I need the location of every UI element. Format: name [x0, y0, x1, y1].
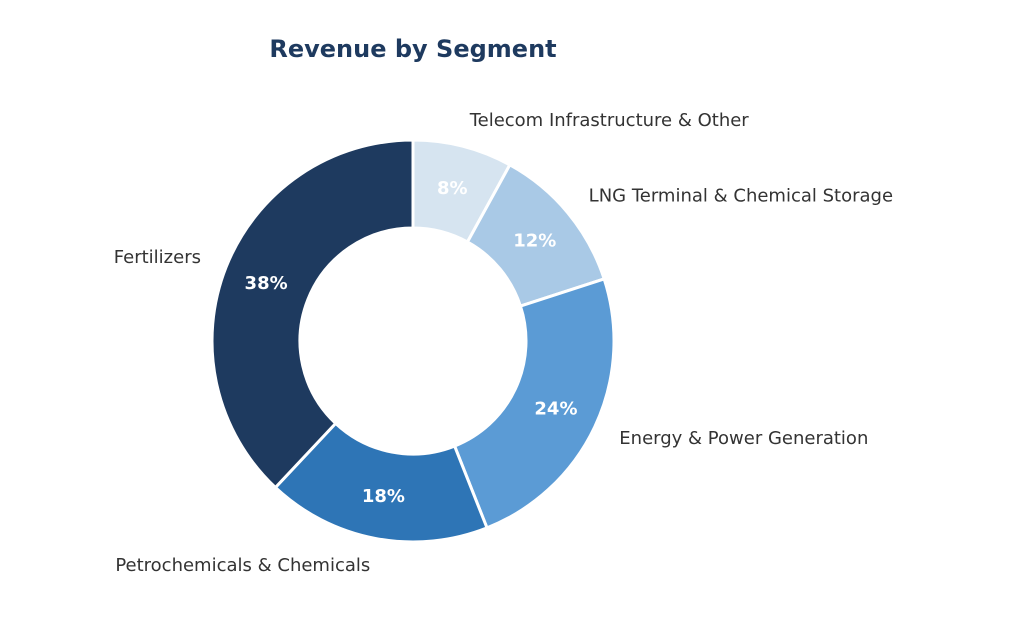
chart-title: Revenue by Segment — [269, 35, 556, 63]
slice-percent-label: 12% — [513, 230, 556, 251]
slice-category-label: Energy & Power Generation — [619, 428, 868, 449]
slice-category-label: Petrochemicals & Chemicals — [115, 555, 370, 576]
slice-category-label: Telecom Infrastructure & Other — [469, 110, 750, 131]
slice-category-label: Fertilizers — [114, 247, 201, 268]
slice-category-label: LNG Terminal & Chemical Storage — [589, 186, 893, 207]
slice-labels: 8% Telecom Infrastructure & Other 12% LNG T… — [114, 110, 893, 576]
slice-percent-label: 24% — [534, 398, 577, 419]
slice-energy-power-generation — [452, 276, 616, 530]
slice-petrochemicals-chemicals — [273, 421, 489, 544]
slice-percent-label: 18% — [362, 486, 405, 507]
donut-slices — [210, 138, 616, 544]
slice-percent-label: 8% — [437, 178, 468, 199]
slice-fertilizers — [210, 138, 415, 490]
slice-percent-label: 38% — [245, 273, 288, 294]
